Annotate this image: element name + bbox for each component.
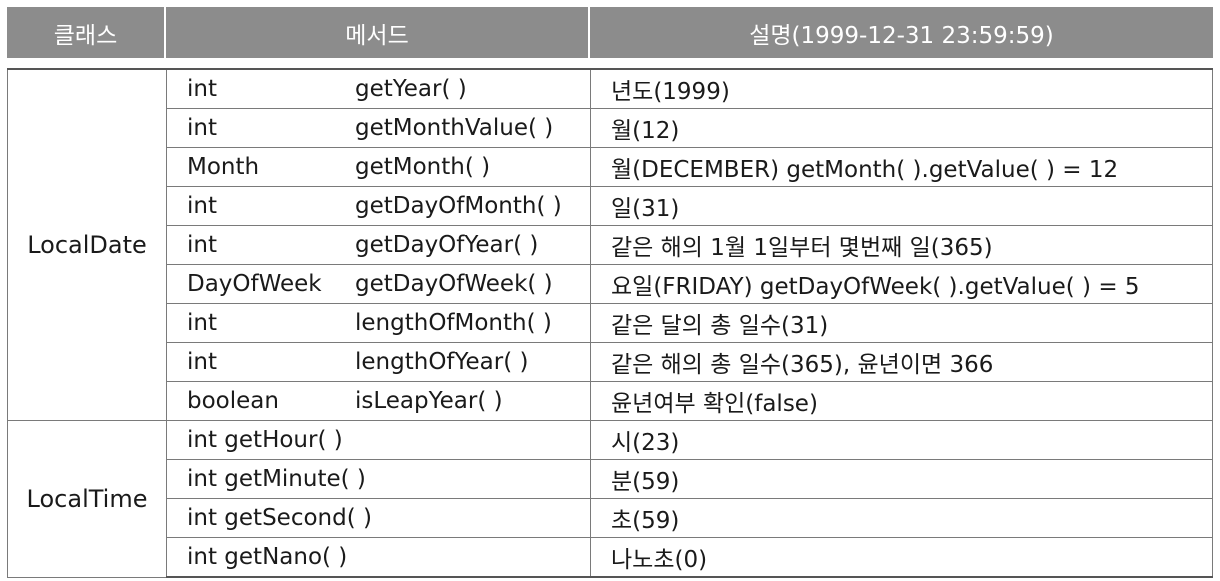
return-type: int bbox=[187, 193, 217, 219]
method-cell: int getDayOfYear( ) bbox=[166, 225, 591, 265]
method-cell: DayOfWeek getDayOfWeek( ) bbox=[166, 264, 591, 304]
method-name: getDayOfWeek( ) bbox=[355, 271, 553, 297]
table-row: int getDayOfMonth( ) 일(31) bbox=[8, 186, 1213, 226]
description-cell: 요일(FRIDAY) getDayOfWeek( ).getValue( ) =… bbox=[590, 264, 1213, 304]
return-type: Month bbox=[187, 154, 260, 180]
table-row: int lengthOfMonth( ) 같은 달의 총 일수(31) bbox=[8, 303, 1213, 343]
method-name: getDayOfYear( ) bbox=[355, 232, 539, 258]
method-name: lengthOfYear( ) bbox=[355, 349, 529, 375]
description-cell: 초(59) bbox=[590, 498, 1213, 538]
table-row: DayOfWeek getDayOfWeek( ) 요일(FRIDAY) getD… bbox=[8, 264, 1213, 304]
return-type: int bbox=[187, 232, 217, 258]
description-cell: 같은 해의 총 일수(365), 윤년이면 366 bbox=[590, 342, 1213, 382]
method-cell: int getSecond( ) bbox=[166, 498, 591, 538]
method-cell: Month getMonth( ) bbox=[166, 147, 591, 187]
methods-table: LocalDate int getYear( ) 년도(1999) int getM… bbox=[7, 68, 1213, 578]
return-type: boolean bbox=[187, 388, 279, 414]
return-type: int bbox=[187, 76, 217, 102]
class-cell-localdate: LocalDate bbox=[7, 68, 167, 421]
table-row: int getDayOfYear( ) 같은 해의 1월 1일부터 몇번째 일(3… bbox=[8, 225, 1213, 265]
description-cell: 윤년여부 확인(false) bbox=[590, 381, 1213, 421]
method-name: isLeapYear( ) bbox=[355, 388, 503, 414]
method-name: lengthOfMonth( ) bbox=[355, 310, 552, 336]
method-name: getDayOfMonth( ) bbox=[355, 193, 562, 219]
table-row: int getMinute( ) 분(59) bbox=[8, 459, 1213, 499]
description-cell: 월(DECEMBER) getMonth( ).getValue( ) = 12 bbox=[590, 147, 1213, 187]
return-type: int bbox=[187, 115, 217, 141]
table-row: LocalDate int getYear( ) 년도(1999) bbox=[7, 68, 1213, 421]
header-method: 메서드 bbox=[166, 7, 590, 58]
table-row: int lengthOfYear( ) 같은 해의 총 일수(365), 윤년이면… bbox=[8, 342, 1213, 382]
return-type: int bbox=[187, 310, 217, 336]
description-cell: 시(23) bbox=[590, 420, 1213, 460]
description-cell: 분(59) bbox=[590, 459, 1213, 499]
method-cell: int getYear( ) bbox=[166, 68, 591, 109]
return-type: DayOfWeek bbox=[187, 271, 322, 297]
description-cell: 일(31) bbox=[590, 186, 1213, 226]
table-row: LocalTime int getHour( ) 시(23) bbox=[7, 420, 1213, 578]
class-cell-localtime: LocalTime bbox=[7, 420, 167, 578]
method-cell: int getNano( ) bbox=[166, 537, 591, 578]
table-row: int getSecond( ) 초(59) bbox=[8, 498, 1213, 538]
description-cell: 같은 해의 1월 1일부터 몇번째 일(365) bbox=[590, 225, 1213, 265]
description-cell: 년도(1999) bbox=[590, 68, 1213, 109]
header-class: 클래스 bbox=[7, 7, 166, 58]
table-row: boolean isLeapYear( ) 윤년여부 확인(false) bbox=[8, 381, 1213, 421]
table-header: 클래스 메서드 설명(1999-12-31 23:59:59) bbox=[7, 7, 1213, 58]
method-cell: int lengthOfYear( ) bbox=[166, 342, 591, 382]
method-name: getMonthValue( ) bbox=[355, 115, 554, 141]
table-row: int getNano( ) 나노초(0) bbox=[8, 537, 1213, 578]
method-cell: boolean isLeapYear( ) bbox=[166, 381, 591, 421]
description-cell: 나노초(0) bbox=[590, 537, 1213, 578]
header-description: 설명(1999-12-31 23:59:59) bbox=[749, 22, 1054, 49]
method-cell: int getHour( ) bbox=[166, 420, 591, 460]
method-name: getYear( ) bbox=[355, 76, 467, 102]
description-cell: 같은 달의 총 일수(31) bbox=[590, 303, 1213, 343]
return-type: int bbox=[187, 349, 217, 375]
method-cell: int lengthOfMonth( ) bbox=[166, 303, 591, 343]
table-row: int getMonthValue( ) 월(12) bbox=[8, 108, 1213, 148]
table-row: Month getMonth( ) 월(DECEMBER) getMonth( )… bbox=[8, 147, 1213, 187]
description-cell: 월(12) bbox=[590, 108, 1213, 148]
method-name: getMonth( ) bbox=[355, 154, 491, 180]
method-cell: int getMinute( ) bbox=[166, 459, 591, 499]
method-cell: int getDayOfMonth( ) bbox=[166, 186, 591, 226]
method-cell: int getMonthValue( ) bbox=[166, 108, 591, 148]
